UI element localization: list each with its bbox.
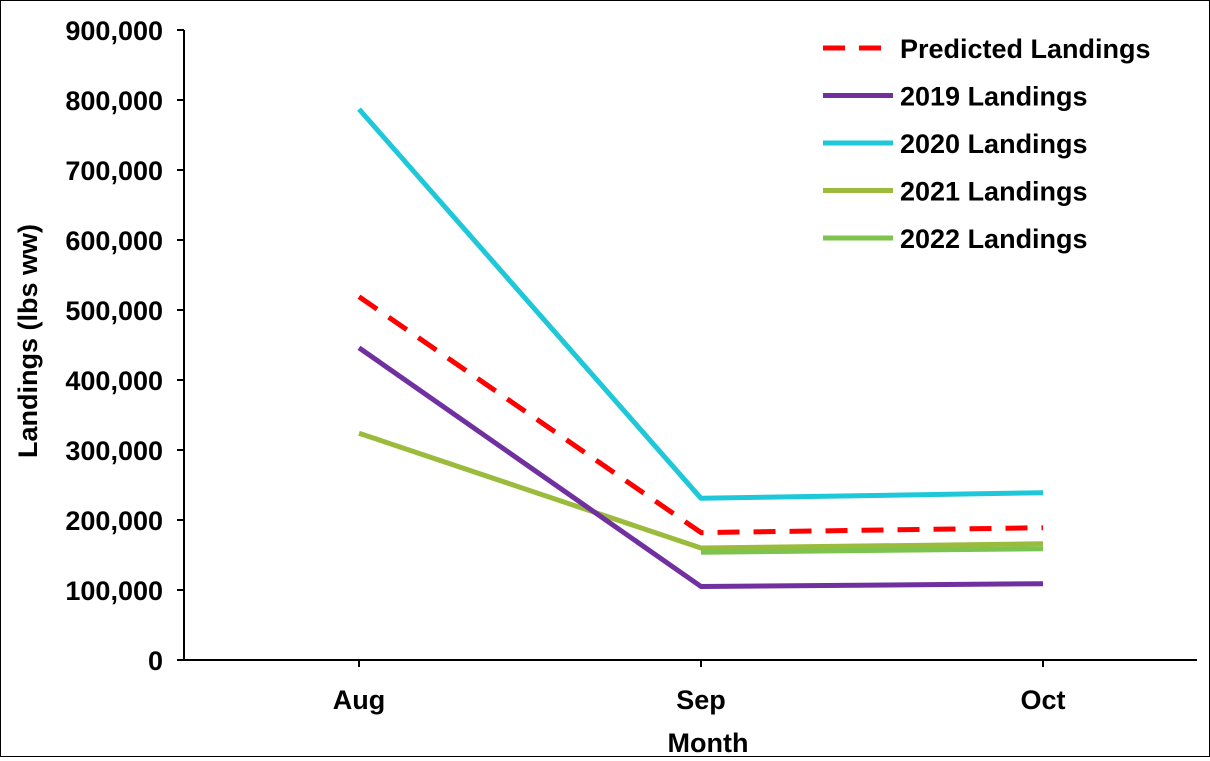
y-tick-label: 500,000 <box>65 296 163 326</box>
x-tick-label: Sep <box>676 685 726 715</box>
legend-label: 2022 Landings <box>900 224 1088 254</box>
y-tick-label: 100,000 <box>65 576 163 606</box>
series-lines <box>357 107 1044 589</box>
legend: Predicted Landings 2019 Landings 2020 Land… <box>823 34 1151 254</box>
y-tick-label: 0 <box>148 646 163 676</box>
y-tick-label: 900,000 <box>65 16 163 46</box>
series-line-2021-landings <box>358 430 1044 551</box>
x-tick-label: Oct <box>1020 685 1065 715</box>
y-tick-label: 200,000 <box>65 506 163 536</box>
legend-label: 2021 Landings <box>900 177 1088 207</box>
x-tick-label: Aug <box>333 685 385 715</box>
legend-label: 2020 Landings <box>900 129 1088 159</box>
y-axis-title: Landings (lbs ww) <box>13 224 43 458</box>
y-tick-label: 800,000 <box>65 86 163 116</box>
series-line-2020-landings <box>357 107 1044 501</box>
x-axis-title: Month <box>668 728 749 756</box>
y-tick-label: 600,000 <box>65 226 163 256</box>
y-tick-label: 700,000 <box>65 156 163 186</box>
series-line-2022-landings <box>700 546 1044 555</box>
legend-label: Predicted Landings <box>900 34 1151 64</box>
legend-label: 2019 Landings <box>900 82 1088 112</box>
y-tick-label: 300,000 <box>65 436 163 466</box>
axes: 0 100,000 200,000 300,000 400,000 500,000 600,… <box>65 16 1197 715</box>
y-tick-label: 400,000 <box>65 366 163 396</box>
series-line-2019-landings <box>357 345 1044 589</box>
series-line-predicted-landings <box>357 294 1044 536</box>
